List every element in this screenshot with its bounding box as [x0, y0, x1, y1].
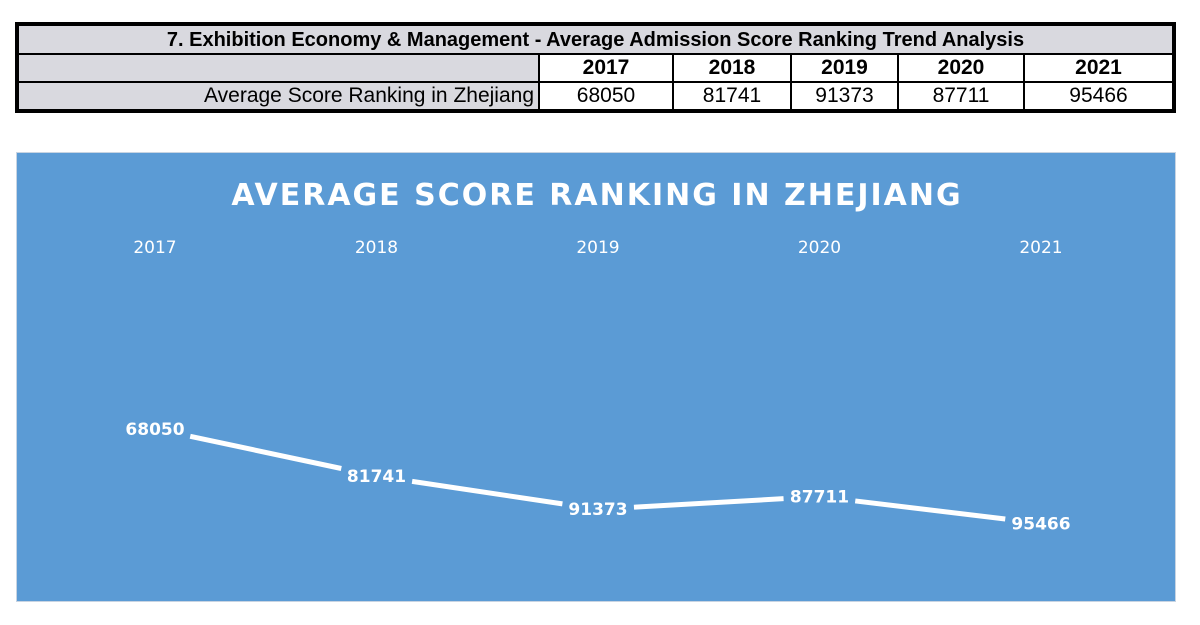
chart-marks: 2017 2018 2019 2020 2021 68050 81741 91373 87711…	[125, 238, 1070, 534]
data-table: 7. Exhibition Economy & Management - Ave…	[15, 22, 1176, 113]
line-chart: AVERAGE SCORE RANKING IN ZHEJIANG 2017 20…	[125, 178, 1070, 534]
table-title: 7. Exhibition Economy & Management - Ave…	[16, 23, 1175, 55]
table-header-row: 2017 2018 2019 2020 2021	[16, 53, 1175, 83]
year-header-cell: 2021	[1023, 53, 1175, 83]
x-tick-label: 2017	[133, 238, 176, 258]
series-line-segment	[854, 498, 1006, 522]
row-label-cell: Average Score Ranking in Zhejiang	[16, 81, 540, 112]
year-header-cell: 2017	[538, 53, 674, 83]
value-cell: 81741	[672, 81, 792, 112]
year-header-cell: 2018	[672, 53, 792, 83]
value-cell: 87711	[897, 81, 1025, 112]
data-label: 81741	[347, 467, 406, 487]
value-cell: 91373	[790, 81, 899, 112]
table-title-row: 7. Exhibition Economy & Management - Ave…	[16, 23, 1175, 55]
x-tick-label: 2020	[798, 238, 841, 258]
data-label: 91373	[568, 500, 627, 520]
year-header-cell: 2020	[897, 53, 1025, 83]
series-line-segment	[633, 496, 784, 510]
data-label: 68050	[125, 420, 184, 440]
header-blank-cell	[16, 53, 540, 83]
value-cell: 68050	[538, 81, 674, 112]
x-tick-label: 2018	[355, 238, 398, 258]
x-tick-label: 2019	[576, 238, 619, 258]
year-header-cell: 2019	[790, 53, 899, 83]
series-line-segment	[189, 433, 342, 471]
data-label: 87711	[790, 488, 849, 508]
chart-title: AVERAGE SCORE RANKING IN ZHEJIANG	[231, 178, 962, 213]
series-line-segment	[411, 478, 563, 507]
value-cell: 95466	[1023, 81, 1175, 112]
x-tick-label: 2021	[1019, 238, 1062, 258]
table-data-row: Average Score Ranking in Zhejiang 68050 …	[16, 81, 1175, 112]
data-label: 95466	[1011, 514, 1070, 534]
chart-panel: AVERAGE SCORE RANKING IN ZHEJIANG 2017 20…	[16, 152, 1176, 602]
